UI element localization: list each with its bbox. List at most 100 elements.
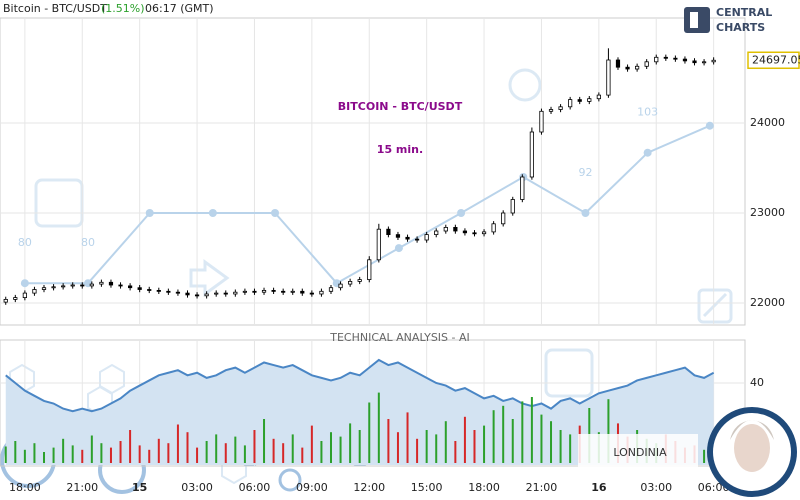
volume-bar (90, 435, 93, 463)
candle-body (357, 279, 362, 282)
volume-bar (387, 419, 390, 463)
candle-body (242, 290, 247, 293)
volume-bar (301, 447, 304, 463)
candle-body (654, 56, 659, 63)
volume-bar (33, 443, 36, 463)
candle-body (328, 287, 334, 292)
x-tick-label: 15:00 (411, 481, 443, 494)
candle-body (156, 289, 161, 292)
logo-line2: CHARTS (716, 21, 765, 34)
volume-bar (540, 414, 543, 463)
x-tick-label: 03:00 (181, 481, 213, 494)
candle-body (166, 290, 171, 293)
candle-body (711, 59, 716, 63)
candle-body (99, 281, 104, 285)
y-tick-label: 24000 (750, 116, 785, 129)
volume-bar (205, 441, 208, 463)
volume-bar (569, 434, 572, 463)
header-symbol: Bitcoin - BTC/USDT (3, 2, 107, 15)
volume-bar (435, 434, 438, 463)
header-time: 06:17 (GMT) (145, 2, 214, 15)
candle-body (548, 109, 554, 112)
volume-bar (329, 432, 332, 463)
volume-bar (358, 430, 361, 463)
ai-point (208, 209, 217, 217)
candle-body (414, 238, 420, 241)
candle-body (405, 236, 410, 240)
volume-bar (349, 423, 352, 463)
volume-bar (109, 447, 112, 463)
annotation: TECHNICAL ANALYSIS - AI (329, 331, 470, 344)
x-tick-label: 15 (132, 481, 147, 494)
volume-bar (377, 392, 380, 463)
candle-body (615, 59, 621, 68)
candle-body (663, 56, 668, 59)
candle-body (194, 294, 200, 297)
volume-bar (559, 430, 562, 463)
candle-body (424, 234, 429, 241)
oscillator-line (5, 358, 715, 413)
candle-body (290, 290, 295, 293)
volume-bar (138, 445, 141, 463)
candle-body (587, 98, 592, 102)
volume-bar (157, 438, 160, 463)
candle-body (233, 291, 238, 295)
y-tick-label: 40 (750, 376, 764, 389)
candle-body (367, 259, 372, 280)
candle-body (453, 226, 458, 232)
candle-body (51, 286, 56, 289)
chart-title: BITCOIN - BTC/USDT (338, 100, 463, 113)
brand: LONDINIA (613, 446, 667, 459)
candle-body (22, 292, 27, 299)
candle-body (395, 234, 401, 238)
volume-bar (463, 416, 466, 463)
volume-bar (521, 401, 524, 463)
chart-subtitle: 15 min. (377, 143, 423, 156)
candle-body (13, 297, 18, 300)
volume-bar (502, 405, 505, 463)
volume-bar (396, 432, 399, 463)
candle-body (32, 289, 37, 294)
candle-body (577, 99, 582, 102)
candle-body (204, 293, 209, 297)
candle-body (529, 131, 534, 178)
ai-point (643, 148, 652, 157)
candle-body (348, 280, 353, 285)
volume-bar (511, 419, 514, 463)
candle-body (70, 284, 75, 287)
volume-bar (291, 434, 294, 463)
volume-bar (4, 446, 7, 463)
volume-bar (253, 430, 256, 463)
candle-body (625, 66, 630, 70)
volume-bar (416, 438, 419, 463)
candle-body (472, 232, 477, 235)
volume-bar (81, 449, 84, 463)
candle-body (137, 287, 142, 290)
candle-body (261, 289, 267, 293)
candle-body (108, 281, 114, 286)
volume-bar (339, 436, 342, 463)
x-tick-label: 09:00 (296, 481, 328, 494)
volume-bar (444, 421, 447, 463)
volume-bar (186, 432, 189, 463)
candle-body (501, 212, 506, 225)
volume-bar (215, 434, 218, 463)
volume-bar (148, 449, 151, 463)
volume-bar (100, 443, 103, 463)
candle-body (89, 283, 94, 287)
price-label-box (747, 51, 800, 70)
candle-body (635, 65, 640, 70)
ai-point (457, 209, 466, 217)
x-tick-label: 21:00 (66, 481, 98, 494)
volume-bar (62, 438, 65, 463)
candle-body (376, 228, 381, 261)
volume-bar (119, 441, 122, 463)
volume-bar (167, 443, 170, 463)
oscillator-area (5, 359, 714, 465)
ai-point (20, 279, 29, 288)
x-tick-label: 18:00 (468, 481, 500, 494)
candle-body (491, 223, 496, 233)
logo-line1: CENTRAL (716, 6, 772, 19)
ai-point (705, 121, 714, 130)
candle-body (214, 292, 219, 295)
